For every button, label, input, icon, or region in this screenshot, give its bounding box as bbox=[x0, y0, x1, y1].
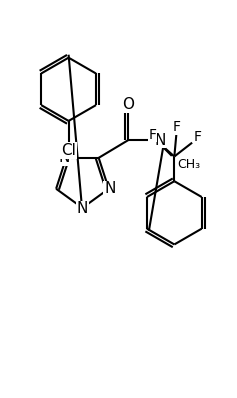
Text: F: F bbox=[149, 128, 157, 142]
Text: O: O bbox=[122, 97, 134, 112]
Text: Cl: Cl bbox=[61, 143, 76, 158]
Text: N: N bbox=[59, 150, 70, 165]
Text: N: N bbox=[104, 181, 115, 196]
Text: N: N bbox=[154, 133, 166, 148]
Text: F: F bbox=[194, 130, 202, 144]
Text: CH₃: CH₃ bbox=[177, 158, 200, 171]
Text: N: N bbox=[77, 201, 88, 217]
Text: F: F bbox=[172, 120, 180, 134]
